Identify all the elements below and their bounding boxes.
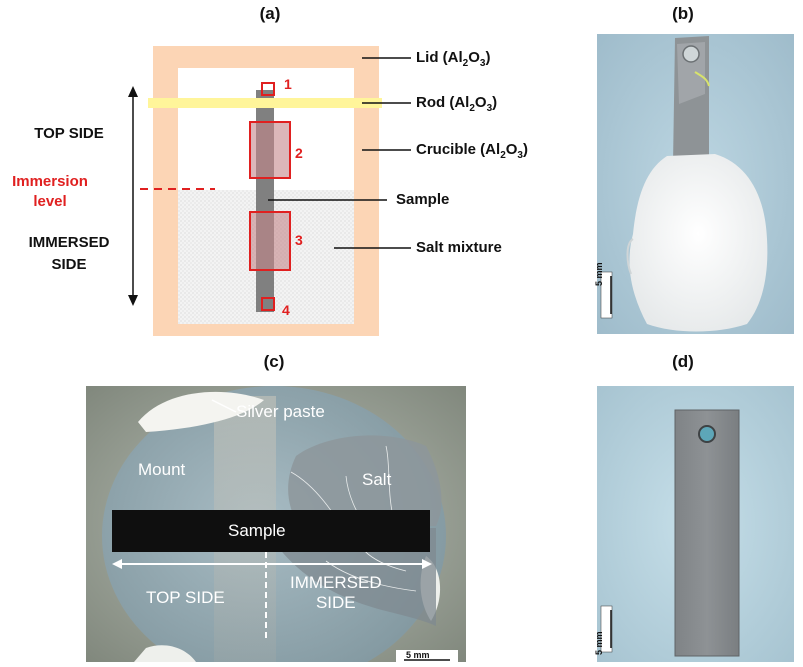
rod: [148, 98, 382, 108]
panel-label-a: (a): [259, 4, 281, 23]
mount-label: Mount: [138, 460, 186, 479]
region-number-1: 1: [284, 76, 292, 92]
salt-label: Salt: [362, 470, 392, 489]
salt-blob: [629, 154, 768, 332]
sample-coupon: [674, 409, 740, 657]
lid-callout: Lid (Al2O3): [416, 49, 491, 69]
photo-b-scale-label: 5 mm: [594, 262, 604, 286]
sample-bar-c: [112, 510, 430, 552]
photo-c-scale-label: 5 mm: [406, 650, 430, 660]
side-word-c: SIDE: [315, 593, 356, 612]
sample-label-c: Sample: [228, 521, 286, 540]
level-word: level: [33, 193, 67, 210]
side-word: SIDE: [51, 256, 87, 273]
photo-c-cross-section: [86, 386, 466, 662]
photo-b-immersed-sample: [597, 34, 794, 334]
rod-callout: Rod (Al2O3): [416, 94, 498, 114]
crucible-callout: Crucible (Al2O3): [416, 141, 528, 161]
top-side-label: TOP SIDE: [34, 125, 104, 142]
region-number-4: 4: [282, 302, 290, 318]
region-1-box: [261, 82, 275, 96]
region-number-3: 3: [295, 232, 303, 248]
photo-d-scale-label: 5 mm: [594, 631, 604, 655]
panel-label-b: (b): [672, 4, 694, 23]
immersion-word: Immersion: [12, 173, 88, 190]
immersed-side-label-c: IMMERSED SIDE: [290, 573, 382, 613]
immersed-word: IMMERSED: [28, 234, 110, 251]
region-2-box: [249, 121, 291, 179]
region-number-2: 2: [295, 145, 303, 161]
immersed-word-c: IMMERSED: [290, 573, 382, 592]
region-4-box: [261, 297, 275, 311]
region-3-box: [249, 211, 291, 271]
immersed-side-label: IMMERSED SIDE: [14, 232, 124, 276]
silver-paste-label: Silver paste: [236, 402, 325, 421]
sample-callout: Sample: [396, 191, 450, 208]
panel-label-d: (d): [672, 352, 694, 371]
salt-callout: Salt mixture: [416, 239, 502, 256]
crucible-schematic: [128, 46, 411, 336]
sample-hole: [698, 425, 716, 443]
top-side-label-c: TOP SIDE: [146, 588, 225, 607]
panel-label-c: (c): [263, 352, 285, 371]
immersion-level-label: Immersion level: [0, 172, 100, 212]
photo-d-unexposed-sample: [597, 386, 794, 662]
